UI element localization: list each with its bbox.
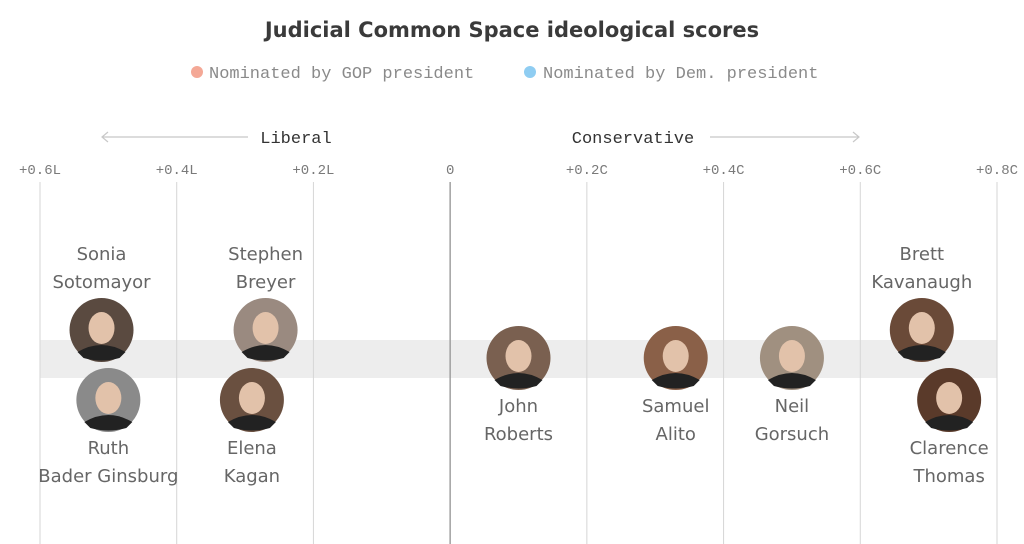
tick-label-6: +0.6C [839,163,881,179]
justice-clarence-thomas: Clarence Thomas [910,368,989,487]
name-sonia-sotomayor-line-1: Sotomayor [52,272,151,293]
conservative-arrow-head [852,131,860,143]
name-elena-kagan-line-1: Kagan [224,466,280,487]
name-clarence-thomas-line-1: Thomas [912,466,984,487]
gridlines [39,182,998,544]
robe-john-roberts [494,373,543,389]
face-clarence-thomas [936,382,963,414]
name-ruth-bader-ginsburg-line-1: Bader Ginsburg [38,466,178,487]
conservative-label: Conservative [572,130,694,149]
robe-samuel-alito [651,373,700,389]
face-stephen-breyer [252,312,279,344]
name-stephen-breyer-line-1: Breyer [236,272,296,293]
name-samuel-alito-line-1: Alito [656,424,696,445]
robe-ruth-bader-ginsburg [84,415,133,431]
legend-gop-label: Nominated by GOP president [209,65,474,84]
justice-john-roberts: John Roberts [484,326,553,445]
face-brett-kavanaugh [908,312,935,344]
justice-sonia-sotomayor: Sonia Sotomayor [52,244,151,362]
justice-neil-gorsuch: Neil Gorsuch [755,326,829,445]
name-stephen-breyer-line-0: Stephen [228,244,303,265]
face-samuel-alito [662,340,689,372]
name-ruth-bader-ginsburg-line-0: Ruth [88,438,130,459]
legend-gop-swatch [191,66,203,78]
robe-stephen-breyer [241,345,290,361]
legend-dem-swatch [524,66,536,78]
name-neil-gorsuch-line-1: Gorsuch [755,424,829,445]
legend: Nominated by GOP president Nominated by … [191,65,818,84]
justice-ruth-bader-ginsburg: Ruth Bader Ginsburg [38,368,178,487]
name-sonia-sotomayor-line-0: Sonia [77,244,127,265]
robe-neil-gorsuch [767,373,816,389]
name-neil-gorsuch-line-0: Neil [775,396,810,417]
liberal-arrow-head [101,131,109,143]
name-brett-kavanaugh-line-1: Kavanaugh [871,272,972,293]
tick-label-7: +0.8C [976,163,1018,179]
robe-sonia-sotomayor [77,345,126,361]
tick-label-3: 0 [446,163,454,179]
legend-dem-label: Nominated by Dem. president [543,65,818,84]
tick-label-5: +0.4C [703,163,745,179]
tick-labels: +0.6L +0.4L +0.2L 0 +0.2C +0.4C +0.6C +0.8C [19,163,1018,179]
tick-label-4: +0.2C [566,163,608,179]
name-clarence-thomas-line-0: Clarence [910,438,989,459]
justice-markers: Sonia Sotomayor Ruth Bader Ginsburg Stephen B… [38,244,988,487]
justice-brett-kavanaugh: Brett Kavanaugh [871,244,972,362]
robe-clarence-thomas [925,415,974,431]
robe-brett-kavanaugh [897,345,946,361]
justice-elena-kagan: Elena Kagan [219,368,284,487]
tick-label-1: +0.4L [156,163,198,179]
name-john-roberts-line-0: John [498,396,538,417]
tick-label-2: +0.2L [292,163,334,179]
face-neil-gorsuch [778,340,805,372]
face-john-roberts [505,340,532,372]
name-john-roberts-line-1: Roberts [484,424,553,445]
face-ruth-bader-ginsburg [95,382,122,414]
justice-samuel-alito: Samuel Alito [642,326,709,445]
direction-indicators: Liberal Conservative [101,130,860,149]
name-brett-kavanaugh-line-0: Brett [900,244,945,265]
face-sonia-sotomayor [88,312,115,344]
tick-label-0: +0.6L [19,163,61,179]
robe-elena-kagan [227,415,276,431]
chart-title: Judicial Common Space ideological scores [263,18,759,42]
face-elena-kagan [238,382,265,414]
name-elena-kagan-line-0: Elena [227,438,277,459]
liberal-label: Liberal [260,130,331,149]
justice-stephen-breyer: Stephen Breyer [228,244,303,362]
name-samuel-alito-line-0: Samuel [642,396,709,417]
